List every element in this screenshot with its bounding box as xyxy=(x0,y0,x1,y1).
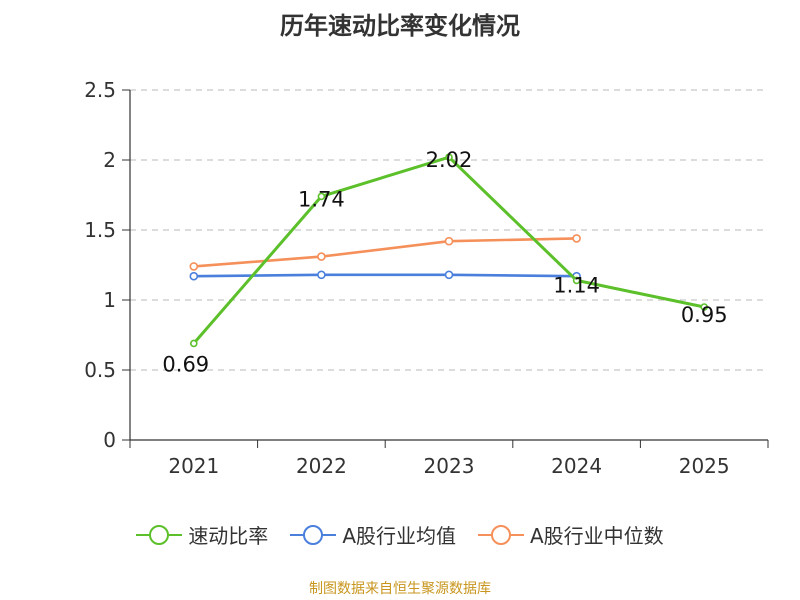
data-label: 1.14 xyxy=(553,273,600,297)
legend-label-quick-ratio: 速动比率 xyxy=(188,524,269,548)
x-tick-label: 2023 xyxy=(424,454,475,478)
legend-item-quick-ratio[interactable]: 速动比率 xyxy=(136,520,268,549)
y-tick-label: 2.5 xyxy=(84,78,116,102)
legend-marker-quick-ratio-icon xyxy=(136,524,183,545)
data-label: 2.02 xyxy=(426,148,473,172)
data-point-1 xyxy=(444,270,454,280)
data-point-0 xyxy=(317,192,326,201)
y-tick-label: 2 xyxy=(103,148,116,172)
series-line-2 xyxy=(193,237,577,268)
data-point-0 xyxy=(700,303,709,311)
data-label: 0.69 xyxy=(162,352,209,376)
data-label: 0.95 xyxy=(681,303,728,327)
legend: 速动比率 A股行业均值 A股行业中位数 xyxy=(0,520,800,549)
legend-item-industry-mean[interactable]: A股行业均值 xyxy=(290,520,456,549)
x-tick-label: 2021 xyxy=(168,454,219,478)
legend-label-industry-mean: A股行业均值 xyxy=(342,524,456,548)
legend-marker-industry-median-icon xyxy=(478,524,524,545)
x-tick-label: 2024 xyxy=(551,454,602,478)
chart-title: 历年速动比率变化情况 xyxy=(280,12,520,40)
data-point-2 xyxy=(572,234,581,243)
data-point-0 xyxy=(445,153,453,161)
data-point-2 xyxy=(317,252,326,261)
data-point-2 xyxy=(444,236,454,246)
data-point-2 xyxy=(189,262,199,271)
source-note: 制图数据来自恒生聚源数据库 xyxy=(309,581,491,597)
y-tick-label: 1 xyxy=(103,288,116,312)
series-line-1 xyxy=(193,273,577,278)
data-label: 1.74 xyxy=(298,187,345,211)
x-tick-label: 2025 xyxy=(679,454,730,478)
data-point-0 xyxy=(190,339,198,348)
data-point-0 xyxy=(572,276,581,285)
series-line-0 xyxy=(192,155,705,345)
legend-marker-industry-mean-icon xyxy=(290,524,337,545)
y-tick-label: 0.5 xyxy=(84,358,116,382)
y-tick-label: 1.5 xyxy=(84,218,116,242)
data-point-1 xyxy=(317,270,326,280)
legend-label-industry-median: A股行业中位数 xyxy=(530,524,664,548)
x-tick-label: 2022 xyxy=(296,454,347,478)
legend-item-industry-median[interactable]: A股行业中位数 xyxy=(478,520,664,549)
data-point-1 xyxy=(189,271,199,281)
y-tick-label: 0 xyxy=(103,428,116,452)
